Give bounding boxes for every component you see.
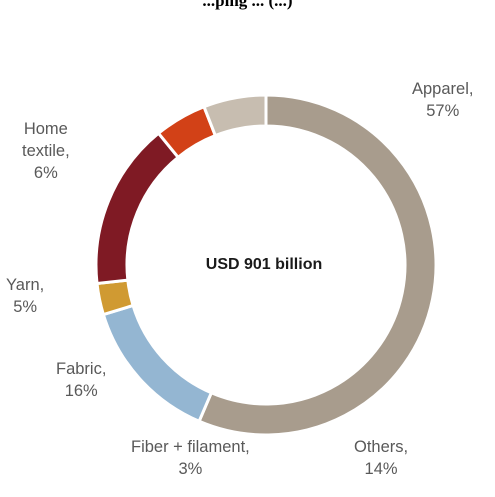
- slice-name: textile,: [22, 142, 70, 160]
- slice-label-fabric: Fabric, 16%: [56, 358, 106, 402]
- slice-label-home-textile: Home textile, 6%: [22, 118, 70, 184]
- slice-label-fiber-filament: Fiber + filament, 3%: [131, 436, 250, 480]
- slice-percent: 6%: [33, 164, 58, 182]
- slice-percent: 5%: [13, 298, 38, 316]
- chart-title-text: ...ping ... (...): [202, 0, 293, 10]
- slice-name: Apparel,: [412, 80, 474, 98]
- slice-label-others: Others, 14%: [354, 436, 408, 480]
- slice-name: Others,: [354, 438, 409, 456]
- slice-percent: 57%: [426, 102, 460, 120]
- slice-name: Fiber + filament,: [131, 438, 250, 456]
- slice-percent: 16%: [64, 382, 98, 400]
- slice-others: [101, 303, 214, 424]
- slice-name: Home: [23, 120, 68, 138]
- slice-percent: 3%: [178, 460, 203, 478]
- slice-percent: 14%: [364, 460, 398, 478]
- slice-home-textile: [202, 93, 268, 138]
- slice-apparel: [197, 93, 438, 437]
- slice-name: Yarn,: [6, 276, 45, 294]
- slice-name: Fabric,: [56, 360, 107, 378]
- chart-title: ...ping ... (...): [0, 0, 495, 11]
- slice-label-yarn: Yarn, 5%: [6, 274, 44, 318]
- slice-label-apparel: Apparel, 57%: [412, 78, 473, 122]
- center-total-label: USD 901 billion: [205, 256, 323, 273]
